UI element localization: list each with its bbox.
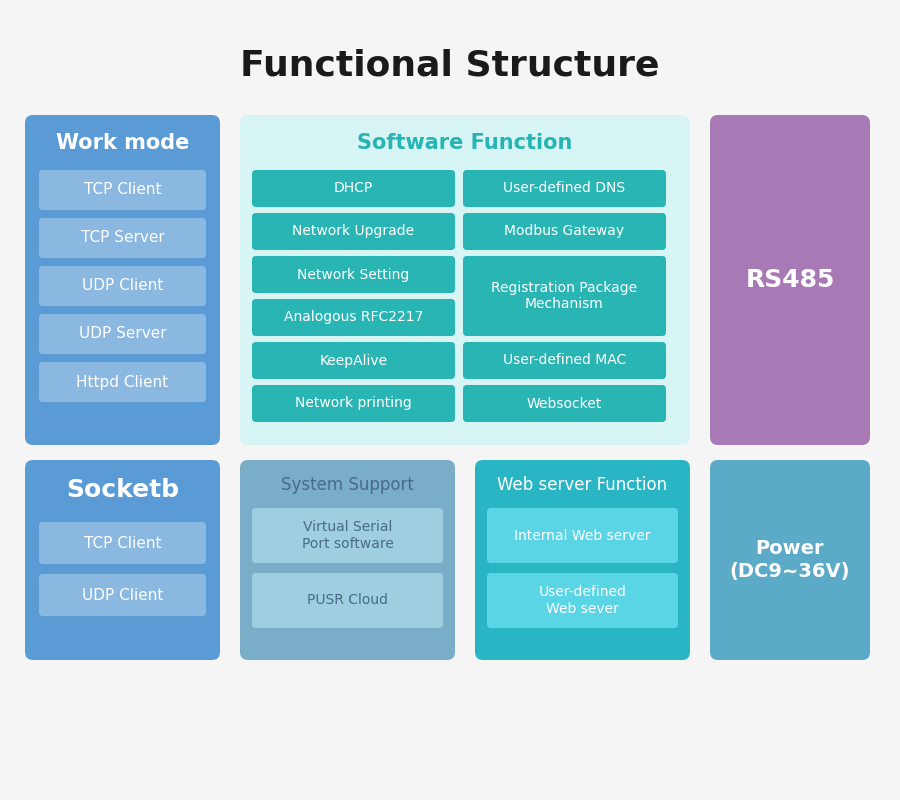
Text: KeepAlive: KeepAlive: [320, 354, 388, 367]
Text: DHCP: DHCP: [334, 182, 373, 195]
FancyBboxPatch shape: [463, 170, 666, 207]
FancyBboxPatch shape: [240, 115, 690, 445]
FancyBboxPatch shape: [463, 342, 666, 379]
FancyBboxPatch shape: [252, 170, 455, 207]
Text: User-defined DNS: User-defined DNS: [503, 182, 625, 195]
FancyBboxPatch shape: [39, 218, 206, 258]
FancyBboxPatch shape: [463, 385, 666, 422]
Text: Web server Function: Web server Function: [498, 476, 668, 494]
Text: Httpd Client: Httpd Client: [76, 374, 168, 390]
FancyBboxPatch shape: [25, 460, 220, 660]
Text: RS485: RS485: [745, 268, 834, 292]
Text: Power
(DC9~36V): Power (DC9~36V): [730, 539, 850, 581]
Text: PUSR Cloud: PUSR Cloud: [307, 594, 388, 607]
Text: Software Function: Software Function: [357, 133, 572, 153]
Text: Work mode: Work mode: [56, 133, 189, 153]
Text: UDP Client: UDP Client: [82, 587, 163, 602]
FancyBboxPatch shape: [463, 213, 666, 250]
FancyBboxPatch shape: [463, 256, 666, 336]
Text: Functional Structure: Functional Structure: [240, 48, 660, 82]
FancyBboxPatch shape: [487, 573, 678, 628]
FancyBboxPatch shape: [25, 115, 220, 445]
FancyBboxPatch shape: [39, 170, 206, 210]
Text: UDP Client: UDP Client: [82, 278, 163, 294]
FancyBboxPatch shape: [252, 385, 455, 422]
FancyBboxPatch shape: [487, 508, 678, 563]
FancyBboxPatch shape: [252, 342, 455, 379]
Text: Network Upgrade: Network Upgrade: [292, 225, 415, 238]
FancyBboxPatch shape: [710, 115, 870, 445]
FancyBboxPatch shape: [252, 508, 443, 563]
FancyBboxPatch shape: [475, 460, 690, 660]
Text: UDP Server: UDP Server: [78, 326, 166, 342]
Text: Internal Web server: Internal Web server: [514, 529, 651, 542]
FancyBboxPatch shape: [710, 460, 870, 660]
Text: Analogous RFC2217: Analogous RFC2217: [284, 310, 423, 325]
FancyBboxPatch shape: [252, 256, 455, 293]
Text: TCP Client: TCP Client: [84, 182, 161, 198]
Text: Registration Package
Mechanism: Registration Package Mechanism: [491, 281, 637, 311]
FancyBboxPatch shape: [39, 522, 206, 564]
FancyBboxPatch shape: [252, 299, 455, 336]
Text: Virtual Serial
Port software: Virtual Serial Port software: [302, 520, 393, 550]
Text: User-defined MAC: User-defined MAC: [503, 354, 626, 367]
Text: Network Setting: Network Setting: [297, 267, 410, 282]
FancyBboxPatch shape: [240, 460, 455, 660]
FancyBboxPatch shape: [39, 266, 206, 306]
Text: Websocket: Websocket: [526, 397, 602, 410]
Text: Socketb: Socketb: [66, 478, 179, 502]
FancyBboxPatch shape: [252, 213, 455, 250]
FancyBboxPatch shape: [39, 574, 206, 616]
Text: User-defined
Web sever: User-defined Web sever: [538, 586, 626, 616]
Text: System Support: System Support: [281, 476, 414, 494]
FancyBboxPatch shape: [39, 362, 206, 402]
Text: Modbus Gateway: Modbus Gateway: [504, 225, 625, 238]
FancyBboxPatch shape: [252, 573, 443, 628]
Text: Network printing: Network printing: [295, 397, 412, 410]
Text: TCP Server: TCP Server: [81, 230, 165, 246]
FancyBboxPatch shape: [39, 314, 206, 354]
Text: TCP Client: TCP Client: [84, 535, 161, 550]
